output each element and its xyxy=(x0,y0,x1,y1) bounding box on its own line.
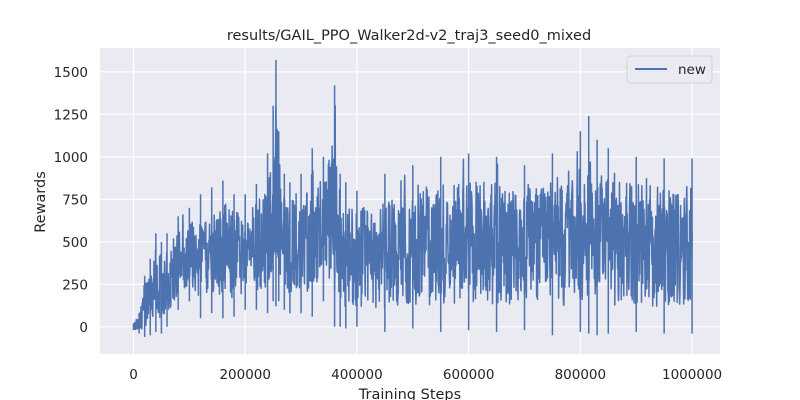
y-tick-label: 0 xyxy=(79,320,88,336)
x-tick-labels: 0 200000 400000 600000 800000 1000000 xyxy=(129,367,722,383)
y-axis-label: Rewards xyxy=(33,171,49,233)
chart-title: results/GAIL_PPO_Walker2d-v2_traj3_seed0… xyxy=(227,28,591,44)
y-tick-label: 1000 xyxy=(54,150,88,166)
y-tick-label: 1500 xyxy=(54,65,88,81)
y-tick-label: 1250 xyxy=(54,107,88,123)
legend-label-new: new xyxy=(678,62,706,78)
x-tick-label: 800000 xyxy=(555,367,607,383)
x-tick-label: 1000000 xyxy=(662,367,722,383)
x-tick-label: 400000 xyxy=(331,367,383,383)
y-tick-label: 250 xyxy=(62,277,88,293)
y-tick-labels: 0 250 500 750 1000 1250 1500 xyxy=(54,65,88,336)
y-tick-label: 500 xyxy=(62,235,88,251)
x-axis-label: Training Steps xyxy=(358,387,461,400)
legend-box xyxy=(626,55,713,84)
y-tick-label: 750 xyxy=(62,192,88,208)
x-tick-label: 600000 xyxy=(443,367,495,383)
legend: new xyxy=(626,55,713,84)
x-tick-label: 200000 xyxy=(219,367,271,383)
x-tick-label: 0 xyxy=(129,367,138,383)
series-group xyxy=(132,59,693,337)
